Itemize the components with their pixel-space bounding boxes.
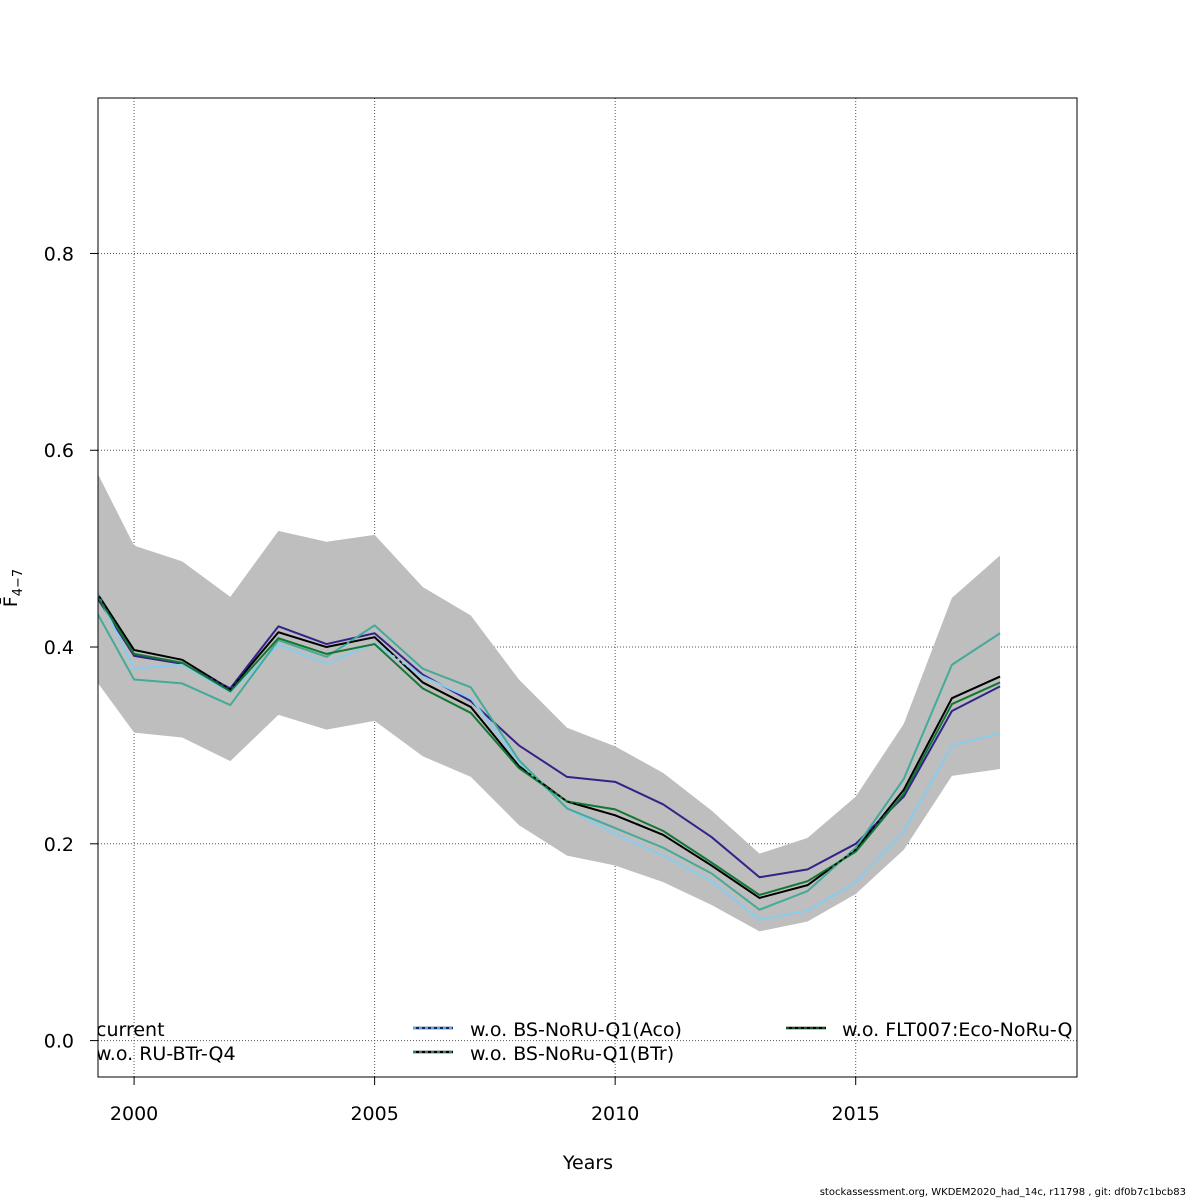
legend-label: w.o. BS-NoRU-Q1(Aco): [470, 1019, 682, 1041]
y-axis-title-main: F̄: [0, 596, 22, 607]
y-axis-title-subscript: 4−7: [11, 569, 26, 596]
footer-note: stockassessment.org, WKDEM2020_had_14c, …: [819, 1187, 1186, 1198]
x-tick-label: 2005: [350, 1103, 398, 1125]
legend-label: w.o. RU-BTr-Q4: [96, 1043, 236, 1065]
y-axis-title: F̄4−7: [0, 569, 26, 607]
y-axis: 0.0 0.2 0.4 0.6 0.8: [44, 243, 98, 1053]
plot-frame: [97, 97, 1078, 1078]
legend-label: w.o. BS-NoRu-Q1(BTr): [470, 1043, 674, 1065]
series-line-4: [98, 595, 1001, 896]
x-tick-label: 2000: [110, 1103, 158, 1125]
y-tick-label: 0.4: [44, 637, 74, 659]
confidence-band: [98, 474, 1001, 932]
x-axis-title: Years: [562, 1152, 613, 1174]
y-tick-label: 0.0: [44, 1031, 74, 1053]
x-tick-label: 2010: [591, 1103, 639, 1125]
legend-label: current: [96, 1019, 165, 1041]
series-layer: [98, 592, 1001, 921]
confidence-band-layer: [98, 474, 1001, 932]
x-axis: 2000 2005 2010 2015: [110, 1077, 880, 1125]
series-line-5: [98, 593, 1001, 899]
y-tick-label: 0.8: [44, 243, 74, 265]
series-line-1: [98, 597, 1001, 879]
y-tick-label: 0.6: [44, 440, 74, 462]
y-tick-label: 0.2: [44, 834, 74, 856]
legend-label: w.o. FLT007:Eco-NoRu-Q: [842, 1019, 1072, 1041]
x-tick-label: 2015: [832, 1103, 880, 1125]
